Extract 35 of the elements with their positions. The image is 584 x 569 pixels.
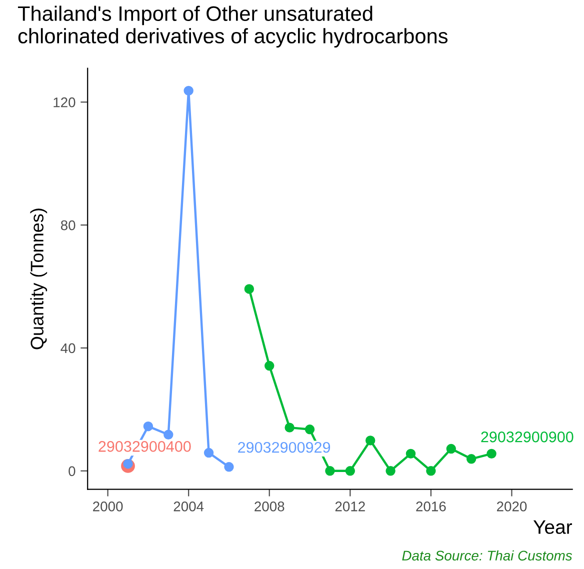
series-label: 29032900929 <box>238 442 330 453</box>
point <box>466 454 476 464</box>
x-tick-label: 2008 <box>254 502 284 512</box>
point <box>224 462 234 472</box>
y-tick-label: 40 <box>60 343 76 354</box>
point <box>406 448 416 459</box>
x-tick-label: 2000 <box>93 502 123 512</box>
y-tick-label: 120 <box>54 97 76 108</box>
point <box>304 424 315 434</box>
x-axis-title: Year <box>533 520 572 534</box>
point <box>325 466 335 476</box>
point <box>284 422 294 432</box>
point <box>365 436 376 446</box>
x-tick-label: 2020 <box>496 502 527 512</box>
point <box>386 466 396 476</box>
x-tick-label: 2016 <box>416 502 446 512</box>
point <box>486 448 496 459</box>
source-note: Data Source: Thai Customs <box>402 550 572 561</box>
point <box>143 421 154 432</box>
series-label: 29032900900 <box>481 432 574 442</box>
point <box>244 284 254 294</box>
series-label: 29032900400 <box>98 441 191 452</box>
point <box>345 466 356 476</box>
point <box>164 430 174 440</box>
chart-title: Thailand's Import of Other unsaturated chlorinated derivatives of acyclic hydrocarbons <box>18 6 448 48</box>
point <box>264 360 274 371</box>
y-axis-title: Quantity (Tonnes) <box>30 208 48 350</box>
point <box>446 444 456 454</box>
point <box>204 448 214 458</box>
x-tick-label: 2004 <box>174 502 204 512</box>
point <box>184 86 194 96</box>
point <box>426 466 436 476</box>
x-tick-label: 2012 <box>335 502 365 512</box>
y-tick-label: 0 <box>68 466 76 476</box>
y-tick-label: 80 <box>60 220 76 230</box>
